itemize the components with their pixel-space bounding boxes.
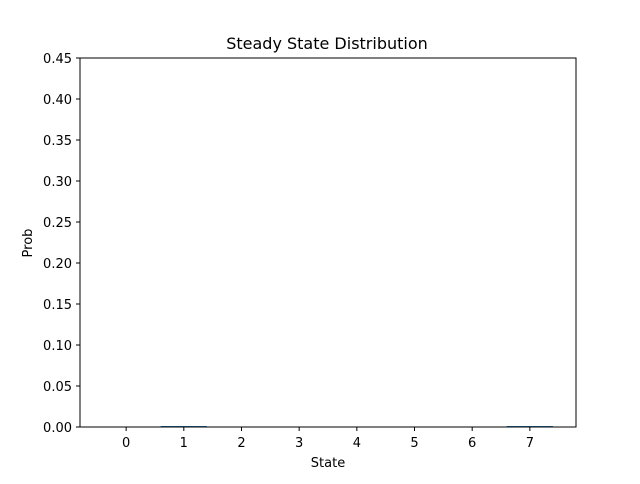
x-tick-label: 0 — [122, 436, 130, 451]
plot-area-frame — [80, 58, 576, 427]
x-tick-label: 4 — [353, 436, 361, 451]
y-tick-label: 0.40 — [43, 93, 72, 108]
x-tick-label: 7 — [526, 436, 534, 451]
y-tick-label: 0.45 — [43, 52, 72, 67]
y-tick-label: 0.05 — [43, 380, 72, 395]
y-axis-ticks: 0.00 0.05 0.10 0.15 0.20 0.25 0.30 0.35 0.40 0.45 — [43, 52, 80, 436]
chart-title: Steady State Distribution — [226, 34, 428, 53]
x-axis-ticks: 0 1 2 3 4 5 6 7 — [122, 427, 534, 451]
x-tick-label: 5 — [410, 436, 418, 451]
x-tick-label: 6 — [468, 436, 476, 451]
x-tick-label: 1 — [180, 436, 188, 451]
x-tick-label: 3 — [295, 436, 303, 451]
y-tick-label: 0.15 — [43, 298, 72, 313]
y-tick-label: 0.20 — [43, 257, 72, 272]
y-tick-label: 0.10 — [43, 339, 72, 354]
y-tick-label: 0.00 — [43, 421, 72, 436]
y-tick-label: 0.35 — [43, 134, 72, 149]
y-tick-label: 0.25 — [43, 216, 72, 231]
y-tick-label: 0.30 — [43, 175, 72, 190]
y-axis-label: Prob — [21, 229, 36, 258]
x-tick-label: 2 — [237, 436, 245, 451]
x-axis-label: State — [311, 456, 345, 471]
